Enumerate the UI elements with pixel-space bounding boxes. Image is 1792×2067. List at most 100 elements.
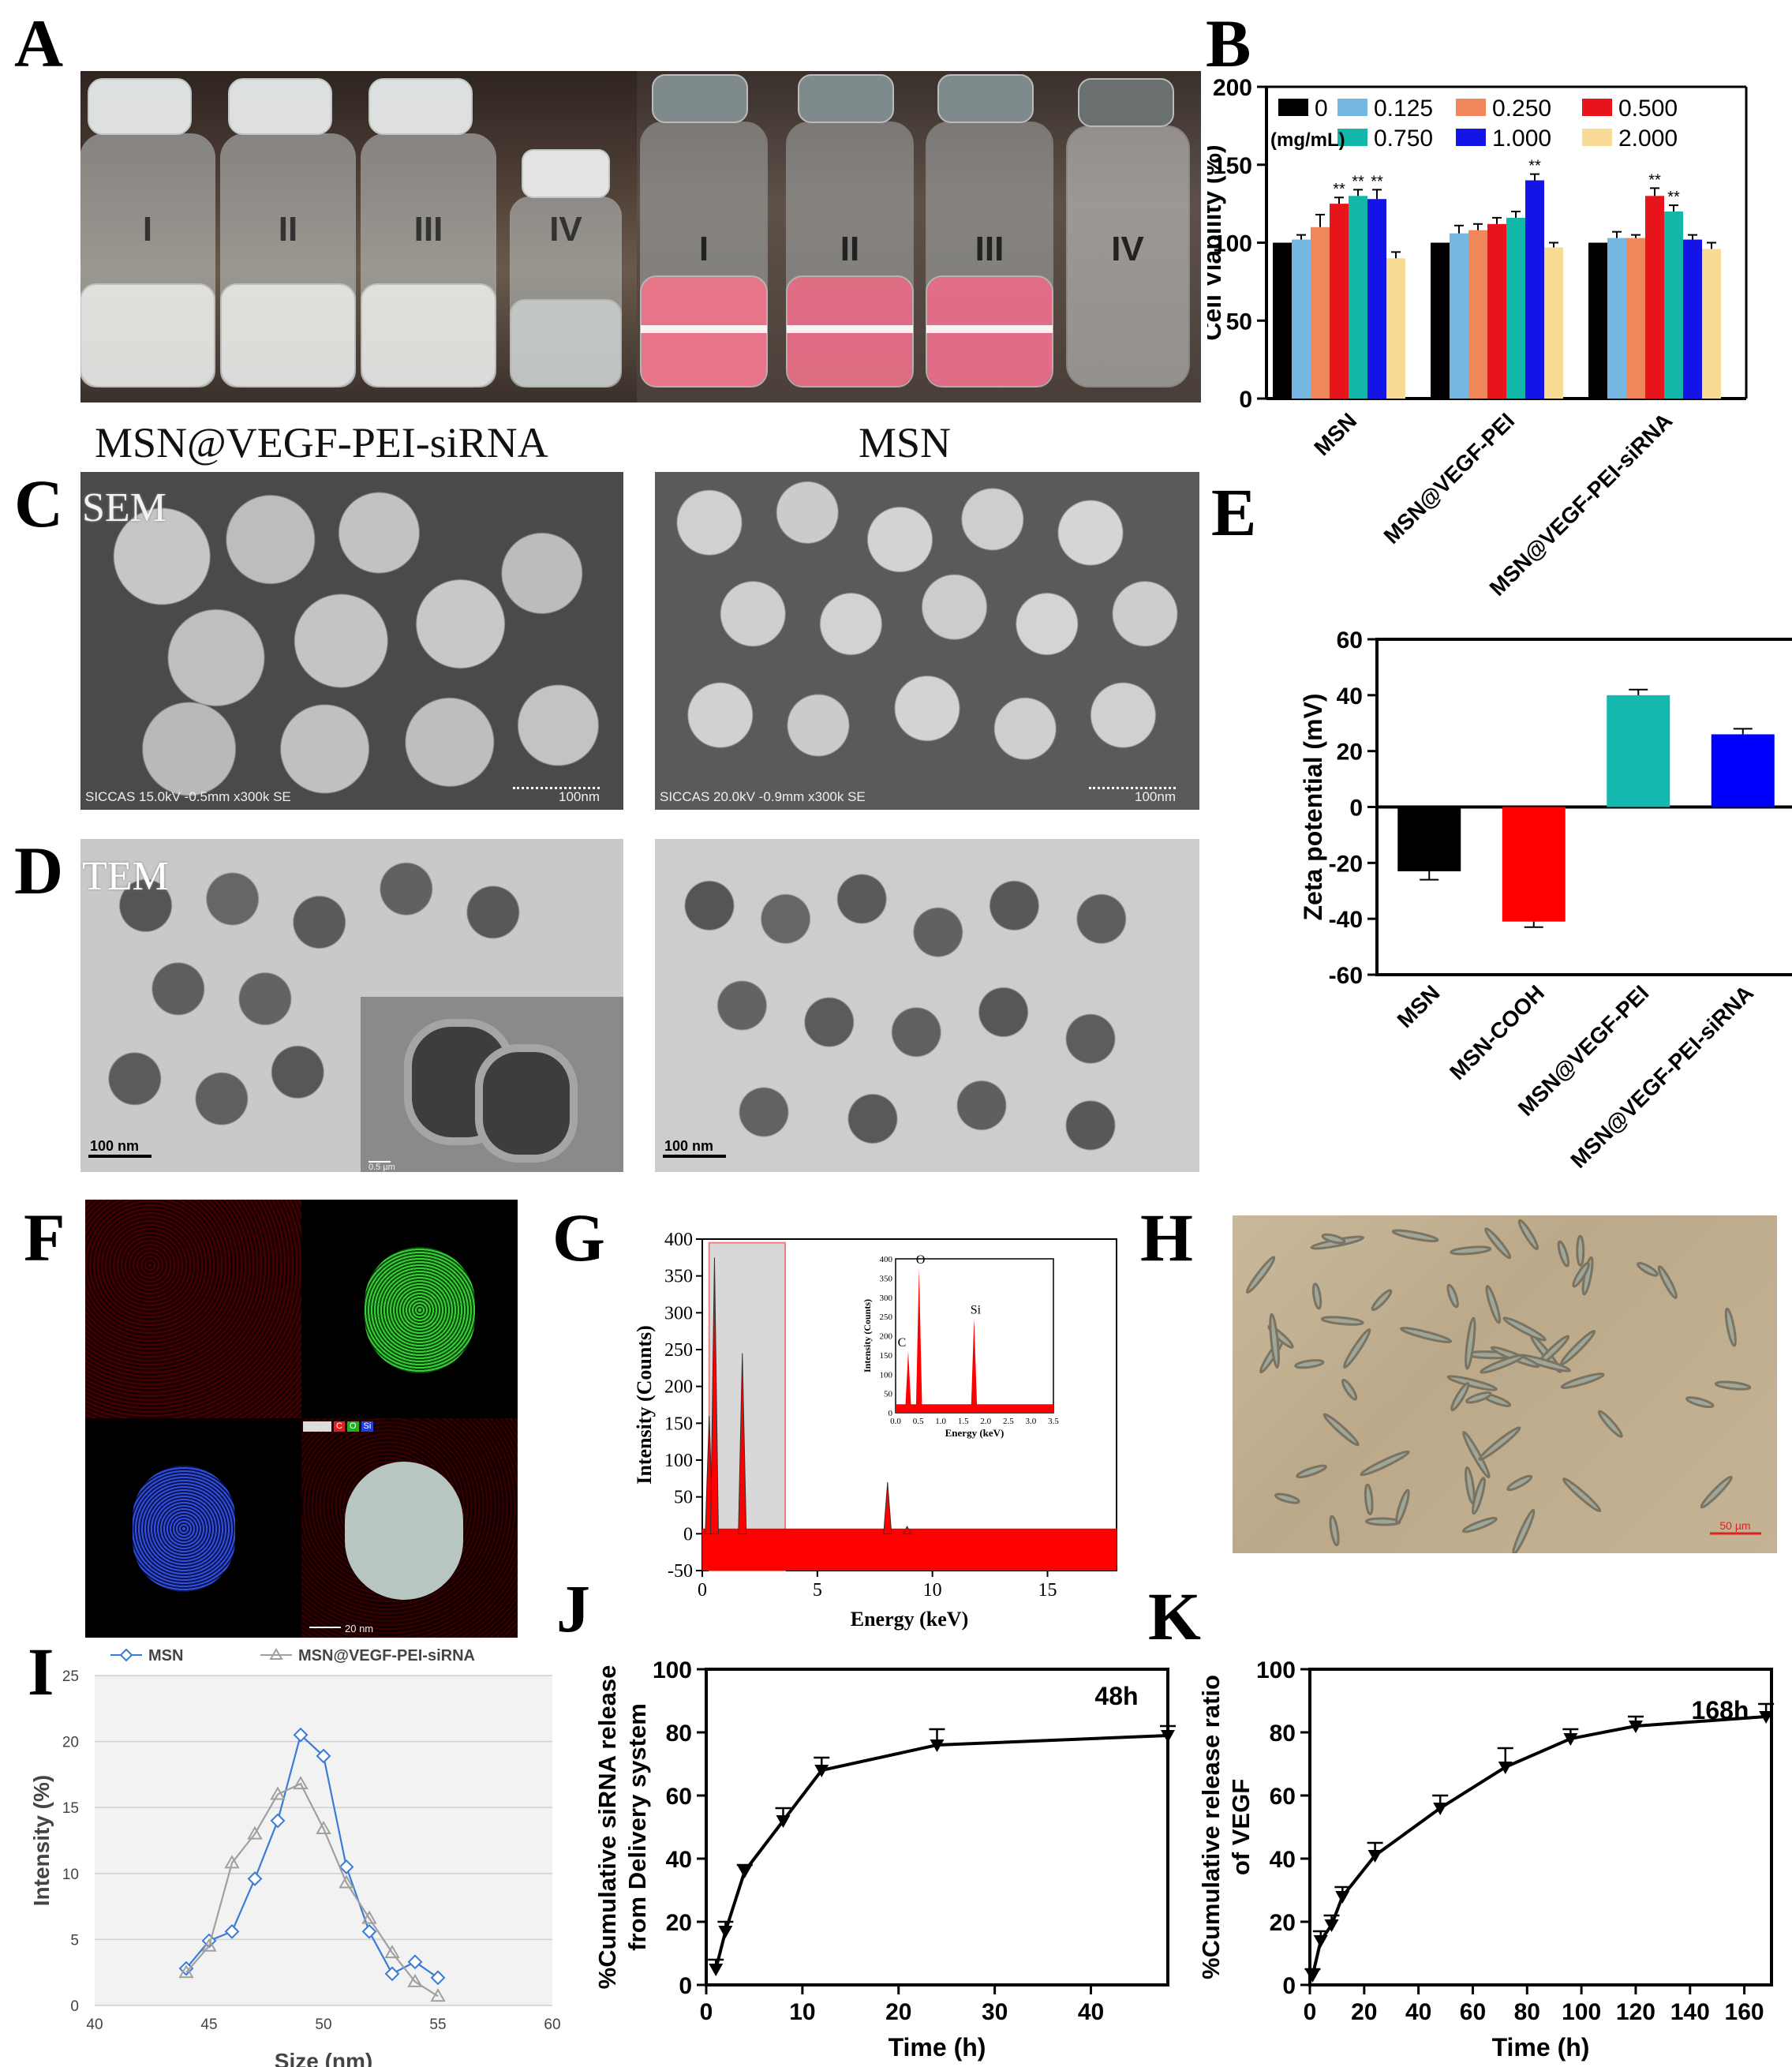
j-marker <box>709 1964 724 1976</box>
b-y-tick-label: 0 <box>1239 387 1252 413</box>
i-marker-triangle <box>361 1910 377 1924</box>
cell-shape <box>1343 1327 1371 1369</box>
b-bar-0-4 <box>1349 196 1367 399</box>
i-marker-triangle <box>430 1988 446 2002</box>
panel-label-g: G <box>552 1200 605 1275</box>
eds-scalebar <box>309 1627 341 1628</box>
g-inset-y-tick-label: 250 <box>880 1312 893 1322</box>
cell-shape <box>1461 1516 1498 1533</box>
laser-vial-label-i: I <box>699 230 709 268</box>
j-x-tick-label: 30 <box>982 1999 1008 2025</box>
i-marker-diamond <box>339 1859 354 1874</box>
sem-label: SEM <box>82 485 166 530</box>
i-marker-triangle <box>247 1825 263 1840</box>
vial-photo-laser: I II III IV <box>637 71 1201 403</box>
cell-shape <box>1572 1261 1590 1288</box>
g-y-tick-label: 400 <box>664 1230 693 1250</box>
caption-right: MSN <box>859 419 952 466</box>
b-legend-swatch <box>1456 129 1486 146</box>
g-peak-4 <box>902 1525 912 1534</box>
i-legend-marker <box>119 1648 133 1662</box>
i-marker-triangle <box>224 1855 240 1869</box>
k-x-tick-label: 100 <box>1562 1999 1601 2025</box>
i-legend-label: MSN <box>148 1647 183 1664</box>
cell-scale: 50 µm <box>1719 1519 1750 1532</box>
g-inset-peak-0 <box>905 1351 911 1413</box>
g-inset-x-tick-label: 1.0 <box>935 1417 946 1426</box>
chart-i-size-distribution: 0 5 10 15 20 25 40 45 50 55 60 Size (nm) Intensity (… <box>29 1647 561 2067</box>
b-bar-1-0 <box>1431 242 1450 399</box>
g-peak-1 <box>709 1257 719 1534</box>
g-peak-2 <box>738 1353 747 1534</box>
k-marker <box>1563 1733 1578 1746</box>
j-marker <box>718 1926 733 1938</box>
sem-footer-left: SICCAS 15.0kV -0.5mm x300k SE <box>85 789 291 804</box>
j-marker <box>814 1765 829 1777</box>
b-y-axis-label: Cell Viability (%) <box>1207 144 1226 340</box>
j-x-tick-label: 40 <box>1078 1999 1104 2025</box>
cell-shape <box>1637 1262 1659 1277</box>
cell-shape <box>1714 1380 1752 1391</box>
vials-laser-drawing: I II III IV <box>640 74 1190 388</box>
i-marker-diamond <box>224 1923 240 1939</box>
eds-legend-c: C <box>334 1421 345 1432</box>
b-y-tick-label: 200 <box>1213 75 1252 101</box>
eds-map-overlay: C O Si 20 nm <box>301 1418 518 1638</box>
g-inset-peak-label: C <box>898 1336 907 1350</box>
vial-label-ii: II <box>279 210 297 249</box>
g-peak-3 <box>883 1481 892 1534</box>
laser-vial-label-iv: IV <box>1111 230 1144 268</box>
g-inset-x-tick-label: 1.5 <box>958 1417 969 1426</box>
eds-legend-haadf <box>303 1421 331 1432</box>
b-legend-swatch <box>1337 99 1367 116</box>
g-inset-y-tick-label: 150 <box>880 1351 893 1361</box>
b-bar-0-0 <box>1273 242 1292 399</box>
i-legend-marker <box>269 1648 283 1660</box>
i-y-axis-label: Intensity (%) <box>29 1775 54 1906</box>
panel-label-j: J <box>556 1571 590 1646</box>
k-x-tick-label: 140 <box>1670 1999 1710 2025</box>
g-y-tick-label: 50 <box>674 1488 693 1508</box>
b-sig-mark: ** <box>1371 173 1383 190</box>
cell-shape <box>1517 1219 1539 1251</box>
cell-shape <box>1560 1372 1605 1389</box>
g-x-axis-label: Energy (keV) <box>851 1608 968 1631</box>
cell-shape <box>1472 1477 1486 1515</box>
b-sig-mark: ** <box>1667 189 1680 206</box>
e-y-axis-label: Zeta potential (mV) <box>1299 693 1327 920</box>
b-bar-2-0 <box>1588 242 1607 399</box>
panel-label-i: I <box>28 1634 54 1709</box>
i-x-tick-label: 60 <box>544 2016 560 2033</box>
panel-label-f: F <box>24 1200 65 1275</box>
b-bar-0-5 <box>1367 199 1386 399</box>
panel-label-e: E <box>1211 474 1257 550</box>
b-bar-2-3 <box>1645 196 1664 399</box>
tem-label: TEM <box>82 854 169 899</box>
g-y-tick-label: -50 <box>668 1561 693 1582</box>
eds-overlay-particle <box>345 1462 463 1600</box>
cell-shape <box>1485 1285 1502 1324</box>
i-y-tick-label: 5 <box>70 1932 79 1949</box>
k-x-tick-label: 160 <box>1725 1999 1764 2025</box>
i-marker-diamond <box>384 1966 400 1982</box>
cell-shape <box>1341 1379 1358 1401</box>
laser-vial-label-ii: II <box>840 230 859 268</box>
b-legend-swatch <box>1278 99 1308 116</box>
i-marker-triangle <box>293 1776 309 1790</box>
g-y-tick-label: 350 <box>664 1267 693 1287</box>
j-marker <box>1161 1730 1175 1743</box>
b-bar-2-4 <box>1664 212 1683 399</box>
cell-shape <box>1365 1517 1401 1526</box>
chart-k-vegf-release: 0 20 40 60 80 100 0 20 40 60 80 100 120 140 160 Time (h… <box>1197 1657 1775 2061</box>
eds-silicon-particle <box>133 1466 235 1592</box>
eds-map-silicon <box>85 1418 301 1638</box>
eds-scale: 20 nm <box>345 1623 374 1635</box>
i-x-tick-label: 40 <box>86 2016 103 2033</box>
i-marker-triangle <box>178 1964 194 1979</box>
g-inset-x-tick-label: 2.0 <box>980 1417 991 1426</box>
i-marker-diamond <box>430 1970 446 1986</box>
j-marker <box>737 1866 752 1878</box>
b-legend-swatch <box>1337 129 1367 146</box>
